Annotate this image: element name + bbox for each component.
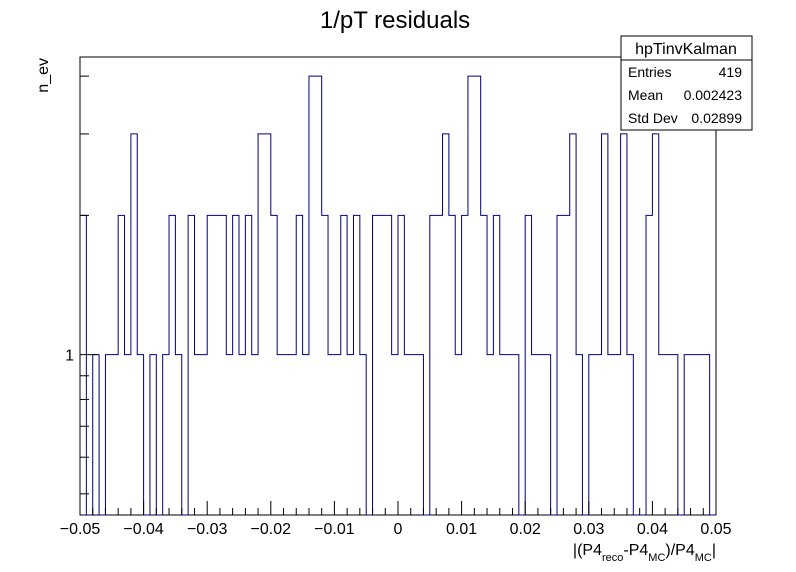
stats-stddev-value: 0.02899 — [691, 110, 742, 126]
x-tick-label: −0.05 — [60, 521, 101, 538]
stats-box-title: hpTinvKalman — [635, 41, 737, 58]
x-tick-label: 0 — [394, 521, 403, 538]
histogram-line — [80, 75, 716, 516]
y-axis-label: n_ev — [35, 58, 52, 93]
y-tick-label: 1 — [65, 348, 74, 365]
x-tick-label: −0.04 — [123, 521, 164, 538]
x-tick-label: −0.01 — [314, 521, 355, 538]
stats-box-frame — [620, 35, 753, 131]
x-tick-label: 0.02 — [510, 521, 541, 538]
x-label-sub-mc: MC — [648, 552, 665, 564]
x-label-mid: -P4 — [623, 542, 648, 559]
stats-stddev-label: Std Dev — [628, 110, 678, 126]
x-axis: −0.05 −0.04 −0.03 −0.02 −0.01 0 0.01 0.02 0.03 0.… — [60, 501, 732, 538]
stats-box: hpTinvKalman Entries 419 Mean 0.002423 S… — [620, 35, 753, 131]
x-label-suffix: | — [712, 542, 716, 559]
x-tick-label: 0.04 — [637, 521, 668, 538]
x-label-prefix: |(P4 — [573, 542, 602, 559]
x-tick-label: 0.01 — [446, 521, 477, 538]
x-tick-label: 0.05 — [700, 521, 731, 538]
x-label-sub-reco: reco — [602, 552, 623, 564]
x-axis-label: |(P4reco-P4MC)/P4MC| — [573, 542, 716, 564]
stats-entries-value: 419 — [719, 64, 743, 80]
stats-mean-label: Mean — [628, 87, 663, 103]
x-tick-label: −0.03 — [187, 521, 228, 538]
plot-area: −0.05 −0.04 −0.03 −0.02 −0.01 0 0.01 0.02 0.03 0.… — [60, 56, 732, 538]
x-tick-label: −0.02 — [251, 521, 292, 538]
stats-entries-label: Entries — [628, 64, 672, 80]
x-label-sub-mc2: MC — [695, 552, 712, 564]
chart-title: 1/pT residuals — [320, 7, 470, 34]
x-tick-label: 0.03 — [573, 521, 604, 538]
stats-mean-value: 0.002423 — [684, 87, 743, 103]
x-label-mid2: )/P4 — [665, 542, 694, 559]
y-axis: 1 — [65, 75, 98, 495]
